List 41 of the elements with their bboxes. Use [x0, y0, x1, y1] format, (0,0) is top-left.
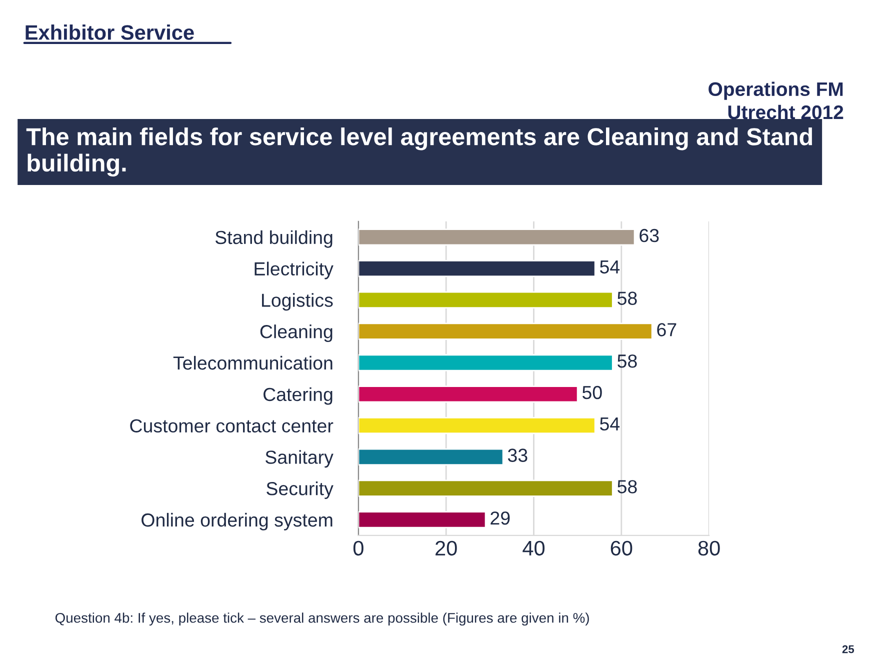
bar — [358, 480, 614, 497]
text: Question 4b: If yes, please tick – several answers are possible (Figures are given in %) — [55, 612, 589, 626]
y-tick-label: Logistics — [262, 293, 333, 311]
text: 25 — [842, 645, 854, 654]
bar — [358, 448, 504, 466]
chart-subtitle: The main fields for service level agreements are Cleaning and Stand building. — [26, 128, 812, 177]
bar — [358, 511, 486, 528]
data-label: 58 — [618, 354, 637, 368]
y-tick-label: Customer contact center — [130, 419, 334, 432]
data-label: 58 — [618, 292, 637, 305]
bar — [358, 228, 636, 246]
x-tick-label: 80 — [698, 540, 720, 556]
bar — [358, 260, 596, 278]
y-tick-label: Security — [266, 482, 334, 499]
text: Utrecht 2012 — [728, 104, 844, 120]
text: Exhibitor Service — [26, 24, 194, 40]
y-tick-label: Telecommunication — [173, 356, 332, 370]
bar — [358, 386, 578, 403]
y-tick-label: Catering — [264, 387, 332, 405]
data-label: 50 — [582, 386, 602, 400]
data-label: 29 — [490, 511, 510, 525]
bar — [358, 291, 614, 308]
data-label: 58 — [618, 480, 637, 494]
x-tick-label: 60 — [610, 540, 632, 556]
data-label: 67 — [657, 323, 676, 336]
x-tick-label: 40 — [522, 540, 545, 556]
data-label: 63 — [640, 228, 659, 242]
y-tick-label: Electricity — [254, 262, 334, 280]
x-tick-label: 0 — [353, 540, 364, 556]
y-tick-label: Online ordering system — [142, 512, 332, 530]
text: Operations FM — [708, 82, 843, 100]
y-tick-label: Sanitary — [266, 450, 334, 468]
bar — [358, 354, 614, 372]
bar — [358, 322, 653, 340]
data-label: 33 — [508, 448, 528, 462]
y-tick-label: Cleaning — [260, 324, 332, 342]
bar — [358, 416, 596, 434]
data-label: 54 — [600, 260, 620, 274]
y-tick-label: Stand building — [215, 230, 332, 248]
data-label: 54 — [600, 417, 620, 431]
x-tick-label: 20 — [436, 540, 457, 556]
